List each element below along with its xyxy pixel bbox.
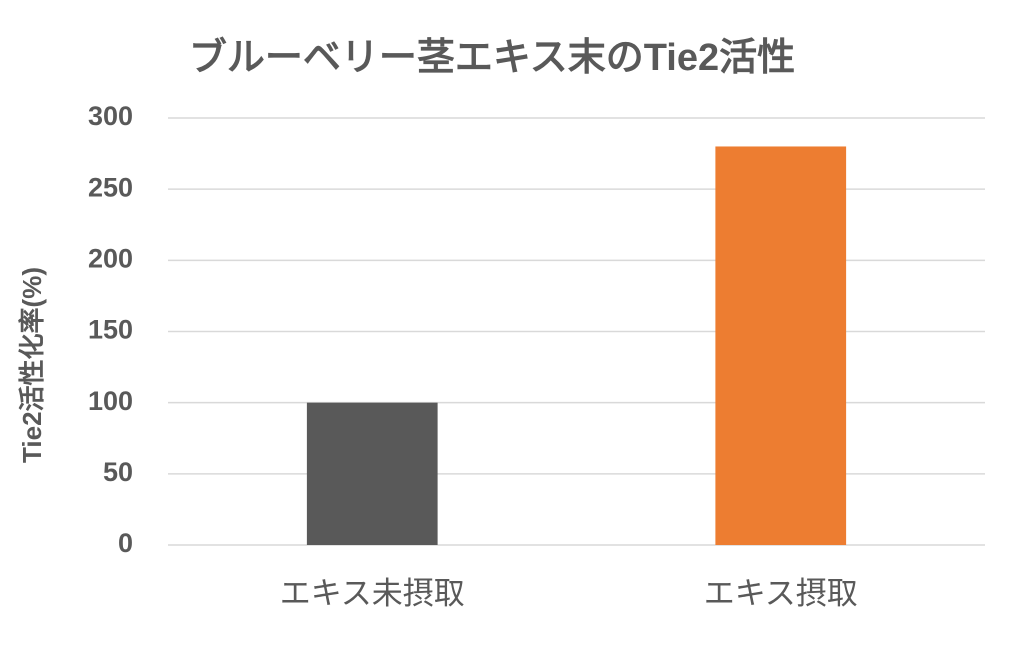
y-tick-label: 200: [88, 243, 133, 273]
y-tick-label: 0: [118, 528, 133, 558]
y-tick-label: 150: [88, 315, 133, 345]
x-tick-label: エキス未摂取: [280, 576, 465, 611]
chart-title: ブルーベリー茎エキス末のTie2活性: [189, 36, 795, 79]
y-axis-label: Tie2活性化率(%): [17, 267, 47, 463]
y-tick-label: 250: [88, 172, 133, 202]
bar: [715, 146, 847, 545]
y-tick-label: 100: [88, 386, 133, 416]
bar: [306, 402, 438, 545]
y-tick-label: 300: [88, 101, 133, 131]
y-tick-label: 50: [103, 457, 133, 487]
x-tick-label: エキス摂取: [704, 576, 858, 611]
